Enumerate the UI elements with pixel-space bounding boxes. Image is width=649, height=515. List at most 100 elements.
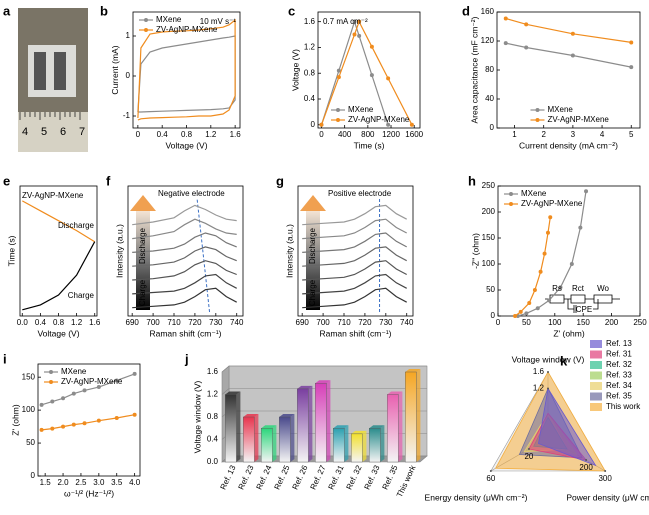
panel-label: k <box>560 353 568 368</box>
radar-tick-label: 200 <box>579 463 593 472</box>
legend-marker <box>336 118 340 122</box>
legend-marker <box>49 380 53 384</box>
marker <box>114 416 119 421</box>
x-tick-label: 1600 <box>405 130 423 139</box>
annotation: Discharge <box>58 221 95 230</box>
annotation: Negative electrode <box>158 189 225 198</box>
bar-top <box>315 380 331 384</box>
marker <box>369 44 374 49</box>
x-tick-label: 100 <box>548 318 562 327</box>
marker <box>50 426 55 431</box>
x-tick-label: Ref. 27 <box>308 463 327 491</box>
marker <box>409 122 414 127</box>
bar-top <box>351 430 367 434</box>
x-tick-label: 50 <box>522 318 531 327</box>
series-line <box>302 260 407 281</box>
bar <box>387 394 399 463</box>
annotation: 0.7 mA cm⁻² <box>323 17 368 26</box>
series-line <box>22 241 96 311</box>
radar-tick <box>547 371 549 373</box>
x-tick-label: 1 <box>512 130 517 139</box>
x-tick-label: 4 <box>600 130 605 139</box>
x-tick-label: 0 <box>136 130 141 139</box>
x-tick-label: Ref. 31 <box>326 463 345 491</box>
series-line <box>302 273 407 295</box>
series-line <box>132 287 237 309</box>
y-tick-label: 1 <box>126 31 131 40</box>
x-tick-label: 1.2 <box>205 130 217 139</box>
marker <box>535 306 540 311</box>
y-tick-label: 150 <box>482 233 496 242</box>
legend-label: ZV-AgNP-MXene <box>156 25 218 34</box>
ruler-label: 6 <box>60 126 66 138</box>
marker <box>39 402 44 407</box>
legend-label: Ref. 33 <box>606 371 632 380</box>
legend-label: ZV-AgNP-MXene <box>348 115 410 124</box>
legend-swatch <box>590 350 602 359</box>
series-line <box>302 204 407 226</box>
marker <box>547 298 552 303</box>
x-axis-label: Voltage (V) <box>37 328 79 338</box>
x-tick-label: 0.4 <box>157 130 169 139</box>
legend-label: Ref. 32 <box>606 360 632 369</box>
x-tick-label: Ref. 33 <box>362 463 381 491</box>
marker <box>570 53 575 58</box>
peak-shift-line <box>196 197 211 313</box>
marker <box>542 251 547 256</box>
legend-marker <box>535 108 540 112</box>
marker <box>82 421 87 426</box>
y-tick-label: -1 <box>123 111 131 120</box>
legend-label: Ref. 31 <box>606 350 632 359</box>
arrow-body <box>306 210 320 310</box>
y-tick-label: 1.6 <box>207 367 219 376</box>
marker <box>524 311 529 316</box>
series-line <box>505 42 632 68</box>
bar-side <box>416 369 421 462</box>
radar-tick <box>489 470 492 472</box>
x-tick-label: Ref. 32 <box>344 463 363 491</box>
series-line <box>132 204 237 226</box>
series-line <box>137 18 236 121</box>
marker <box>545 230 550 235</box>
series-line <box>302 246 407 267</box>
legend-marker <box>144 28 148 32</box>
radar-tick-label: 60 <box>486 474 495 483</box>
y-tick-label: 120 <box>481 36 495 45</box>
legend-label: MXene <box>521 189 547 198</box>
x-tick-label: 700 <box>316 318 330 327</box>
bar-top <box>243 414 259 417</box>
annotation: Charge <box>138 279 147 306</box>
y-axis-label: Intensity (a.u.) <box>114 224 124 278</box>
marker <box>503 41 508 46</box>
x-tick-label: 5 <box>629 130 634 139</box>
legend-marker <box>509 202 513 206</box>
y-tick-label: 0.4 <box>304 94 316 103</box>
y-tick-label: 100 <box>22 405 36 414</box>
bar <box>261 428 273 463</box>
x-tick-label: 250 <box>633 318 647 327</box>
marker <box>61 424 66 429</box>
bar <box>405 371 417 463</box>
marker <box>50 399 55 404</box>
x-axis-label: Raman shift (cm⁻¹) <box>149 328 221 338</box>
arrow-head <box>130 195 156 211</box>
marker <box>570 31 575 36</box>
y-tick-label: 250 <box>482 181 496 190</box>
series-line <box>137 35 236 113</box>
y-tick-label: 80 <box>485 65 494 74</box>
series-line <box>22 200 96 243</box>
radar-tick-label: 1.2 <box>533 384 545 393</box>
electrode <box>34 52 46 90</box>
marker <box>319 122 324 127</box>
marker <box>336 75 341 80</box>
legend-label: MXene <box>348 105 374 114</box>
marker <box>336 68 341 73</box>
marker <box>558 285 563 290</box>
x-tick-label: 0 <box>319 130 324 139</box>
y-tick-label: 0.4 <box>207 435 219 444</box>
legend-swatch <box>590 371 602 380</box>
marker <box>71 391 76 396</box>
circuit <box>545 294 620 313</box>
marker <box>132 412 137 417</box>
photo: 4 5 6 7 a <box>3 3 88 152</box>
